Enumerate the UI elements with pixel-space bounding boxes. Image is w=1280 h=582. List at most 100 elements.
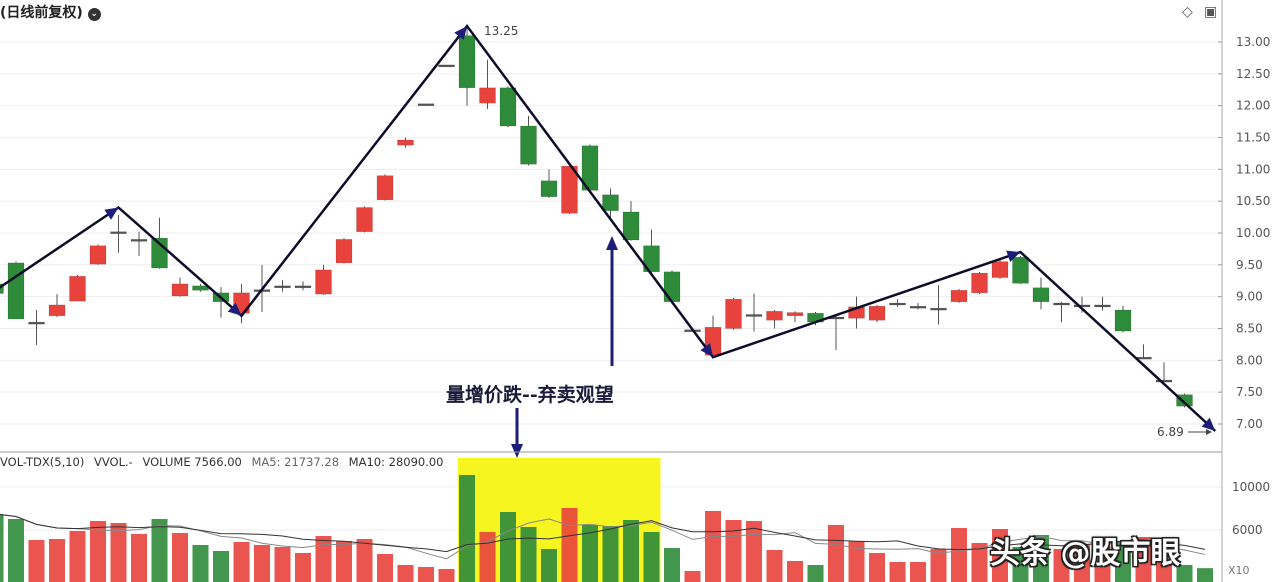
volume-bar [233, 541, 250, 582]
candle-body [458, 35, 476, 89]
volume-bar [459, 475, 475, 582]
high-label: 13.25 [484, 24, 519, 38]
volume-bar [315, 535, 332, 582]
candle [643, 229, 660, 273]
candle-body [971, 272, 988, 294]
candle-body [1053, 302, 1070, 306]
volume-bar [69, 530, 86, 582]
low-arrow [1188, 429, 1212, 435]
candle-body [192, 285, 209, 291]
candle [397, 137, 414, 148]
candle-body [745, 314, 763, 317]
volume-bar [1074, 543, 1090, 582]
candle [171, 277, 189, 297]
annotation-arrows [511, 236, 618, 458]
candle-body [7, 262, 25, 320]
candle-body [991, 261, 1009, 278]
volume-bar [1033, 534, 1049, 582]
candle [479, 59, 496, 109]
trend-arrowhead [1201, 417, 1216, 432]
candle-body [930, 307, 947, 311]
y-tick-label: 11.00 [1236, 162, 1270, 176]
candle [294, 281, 312, 291]
trend-arrowhead [104, 207, 119, 220]
volume-bar [254, 544, 270, 582]
candle-body [1176, 394, 1193, 407]
y-tick-label: 7.50 [1236, 385, 1263, 399]
candle-body [294, 285, 312, 289]
low-label: 6.89 [1157, 425, 1184, 439]
volume-bar [684, 571, 701, 582]
volume-bar [520, 527, 537, 582]
volume-bar [582, 525, 598, 582]
volume-bar [930, 548, 947, 582]
volume-bar [1012, 546, 1029, 582]
candle-body [171, 283, 189, 297]
y-tick-label: 11.50 [1236, 130, 1270, 144]
volume-bar [664, 547, 680, 582]
volume-header: VOL-TDX(5,10) VVOL.- VOLUME 7566.00 MA5:… [0, 455, 450, 469]
candle [786, 311, 804, 323]
watermark: 头条 @股市眼 [990, 536, 1181, 571]
volume-bar [151, 519, 168, 582]
volume-bar [418, 567, 434, 582]
volume-bar [992, 529, 1008, 582]
volume-bar [110, 523, 127, 582]
candle [356, 206, 373, 233]
candle [274, 280, 291, 292]
y-tick-label: 9.00 [1236, 290, 1263, 304]
candle [950, 289, 968, 304]
candle-body [110, 231, 127, 234]
candle-body [1094, 304, 1111, 308]
candle [1012, 255, 1029, 284]
candle [130, 231, 148, 256]
candle [1176, 393, 1193, 408]
volume-ma-lines [0, 514, 1206, 560]
y-tick-label: 9.50 [1236, 258, 1263, 272]
window-icon[interactable]: ▣ [1204, 4, 1218, 20]
candle [1155, 362, 1173, 383]
trend-arrowhead [1006, 250, 1021, 262]
candle [499, 86, 517, 128]
volume-bar [746, 521, 762, 582]
volume-bar [49, 538, 65, 582]
volume-bar [356, 538, 373, 582]
diamond-icon[interactable]: ◇ [1182, 4, 1193, 20]
volume-bar [500, 512, 516, 582]
candle [438, 64, 455, 68]
chevron-down-circle-icon[interactable]: ⌄ [87, 8, 101, 21]
volume-bar [848, 540, 865, 582]
volume-bar [1115, 540, 1131, 582]
candle [930, 285, 947, 325]
trend-zigzag [0, 23, 1217, 432]
chart-title: (日线前复权) ⌄ [0, 2, 101, 22]
candle-body [69, 276, 86, 302]
candles [0, 26, 1193, 408]
candle-body [1012, 256, 1029, 284]
volume-bar [479, 531, 496, 582]
candle-body [130, 239, 148, 242]
candle [991, 260, 1009, 279]
y-tick-label: 10.00 [1236, 226, 1270, 240]
volume-bar [971, 542, 988, 582]
candle-body [1114, 309, 1132, 332]
candle [48, 294, 66, 318]
candle-body [786, 312, 804, 317]
candle-body [643, 245, 660, 273]
candle-body [499, 87, 517, 127]
volume-bar [295, 553, 311, 582]
candle [7, 261, 25, 320]
indicator-name[interactable]: VOL-TDX(5,10) [0, 455, 85, 469]
volume-bar [889, 562, 906, 582]
volume-unit-label: X10 [1228, 564, 1250, 577]
candle [909, 303, 927, 310]
volume-bar [397, 565, 414, 582]
annotation-text: 量增价跌--弃卖观望 [446, 384, 614, 406]
title-text: (日线前复权) [0, 5, 83, 21]
volume-bar [377, 554, 393, 582]
candle-body [622, 211, 640, 241]
candle [581, 144, 599, 191]
volume-bar [1094, 546, 1111, 582]
candle-body [376, 175, 394, 201]
